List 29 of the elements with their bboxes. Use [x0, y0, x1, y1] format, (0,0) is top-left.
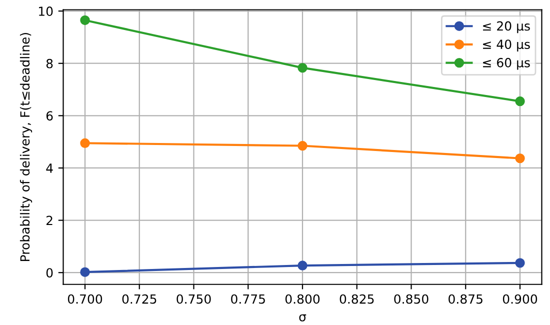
point [298, 140, 308, 151]
point [80, 15, 90, 26]
x-tick-label: 0.875 [448, 294, 482, 304]
point [80, 138, 90, 148]
y-axis-title: Probability of delivery, F(t≤deadline) [20, 32, 32, 261]
point [298, 62, 308, 73]
x-tick-label: 0.775 [231, 294, 265, 304]
x-tick-label: 0.750 [176, 294, 211, 304]
x-tick-label: 0.900 [502, 294, 538, 304]
x-tick-label: 0.700 [68, 294, 102, 304]
x-tick-label: 0.825 [340, 294, 374, 304]
y-tick-label: 2 [46, 216, 52, 226]
x-tick-label: 0.725 [122, 294, 156, 304]
y-tick-label: 4 [46, 164, 53, 173]
legend-label: ≤ 40 µs [483, 40, 530, 52]
legend-label: ≤ 60 µs [483, 58, 530, 70]
y-tick-label: 6 [46, 111, 53, 121]
point [298, 260, 308, 270]
x-tick-label: 0.850 [394, 294, 428, 304]
y-tick-label: 0 [46, 268, 53, 278]
legend-label: ≤ 20 µs [483, 21, 530, 34]
y-tick-label: 10 [38, 6, 53, 16]
point [80, 267, 90, 277]
x-axis-title: σ [299, 314, 306, 322]
point [515, 258, 525, 268]
x-tick-label: 0.800 [285, 294, 320, 304]
y-tick-label: 8 [46, 58, 53, 68]
point [515, 96, 525, 106]
point [515, 153, 525, 164]
